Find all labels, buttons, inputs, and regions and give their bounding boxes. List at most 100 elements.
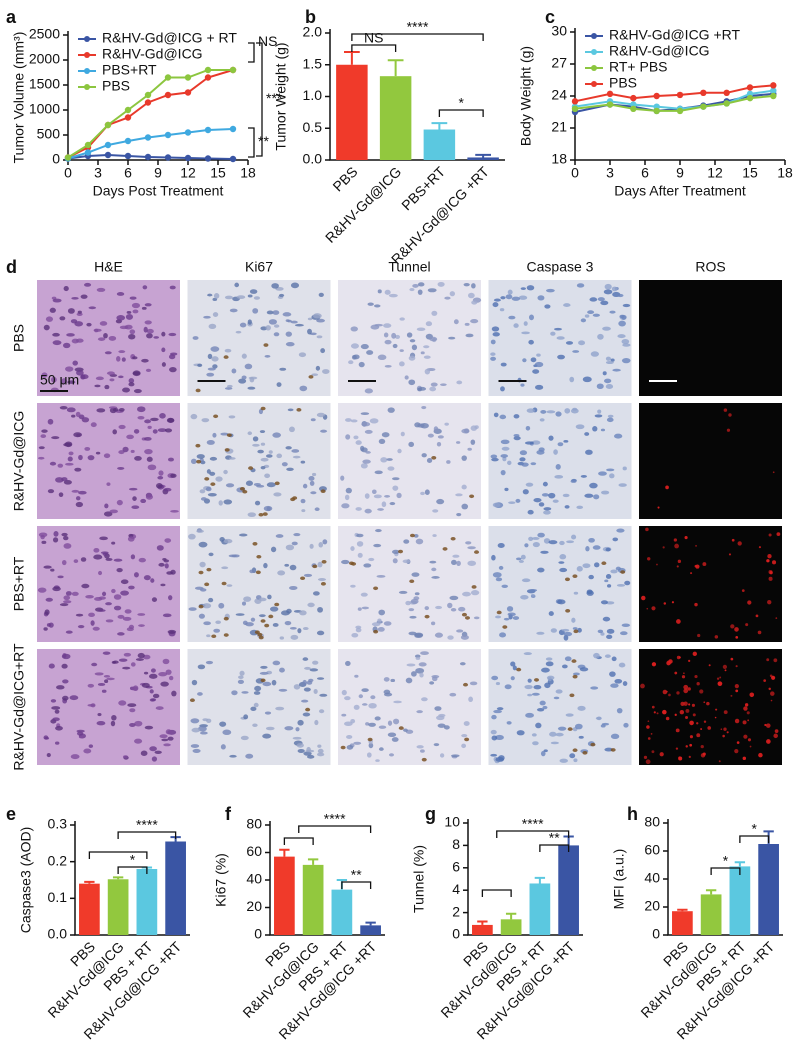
cell (63, 595, 71, 601)
stained-cell (195, 443, 201, 448)
cell (281, 610, 290, 616)
cell (395, 334, 401, 339)
cell (562, 493, 570, 498)
cell (490, 352, 496, 356)
point (164, 74, 172, 81)
x-tick-label: 6 (124, 165, 132, 181)
stained-cell (204, 477, 210, 481)
cell (252, 436, 259, 442)
cell (208, 323, 217, 329)
cell (250, 617, 256, 622)
cell (137, 613, 146, 616)
ros-signal (695, 545, 697, 547)
ros-signal (641, 595, 646, 601)
cell (533, 685, 542, 690)
cell (241, 353, 247, 359)
stained-cell (450, 536, 456, 541)
cell (572, 350, 580, 353)
cell (272, 310, 280, 315)
cell (604, 654, 611, 658)
cell (144, 448, 153, 455)
cell (201, 418, 210, 423)
cell (224, 295, 234, 300)
cell (88, 612, 95, 618)
cell (316, 412, 326, 418)
cell (345, 660, 351, 667)
cell (256, 484, 265, 488)
cell (118, 658, 128, 662)
cell (54, 709, 60, 714)
cell (411, 671, 417, 677)
ros-signal (700, 728, 703, 731)
ros-signal (674, 671, 678, 675)
stained-cell (221, 581, 227, 586)
cell (190, 458, 197, 465)
cell (105, 619, 114, 623)
stained-cell (268, 614, 274, 619)
cell (55, 741, 60, 745)
cell (272, 432, 281, 438)
cell (63, 285, 69, 292)
cell (525, 712, 534, 718)
cell (207, 493, 217, 497)
cell (245, 622, 254, 627)
cell (128, 382, 135, 387)
cell (610, 569, 618, 574)
point (204, 66, 212, 74)
cell (67, 380, 76, 384)
cell (610, 358, 615, 362)
ros-signal (651, 662, 657, 667)
ros-signal (651, 705, 655, 709)
cell (142, 285, 148, 290)
ros-signal (737, 541, 742, 546)
legend-label: R&HV-Gd@ICG + RT (102, 30, 237, 46)
cell (405, 677, 413, 684)
y-tick-label: 0.0 (48, 926, 68, 942)
stained-cell (572, 574, 578, 578)
cell (373, 543, 382, 548)
cell (119, 325, 129, 330)
cell (314, 507, 320, 511)
cell (65, 630, 73, 634)
cell (125, 314, 134, 320)
cell (534, 361, 544, 368)
sig-label: **** (522, 816, 544, 832)
cell (210, 346, 220, 352)
cell (357, 552, 363, 558)
cell (202, 603, 212, 609)
ros-signal (696, 722, 699, 725)
cell (47, 418, 54, 425)
cell (611, 656, 617, 662)
cell (101, 689, 107, 693)
cell (226, 384, 233, 388)
image-background (639, 403, 782, 519)
cell (163, 487, 172, 492)
cell (94, 384, 101, 388)
cell (87, 704, 95, 707)
cell (618, 320, 626, 327)
cell (578, 340, 586, 346)
stained-cell (206, 567, 212, 572)
point (229, 66, 237, 74)
cell (604, 579, 609, 583)
ros-signal (742, 720, 747, 725)
cell (228, 554, 237, 558)
cell (459, 662, 466, 666)
cell (605, 547, 611, 552)
cell (169, 366, 177, 373)
sig-bracket (256, 42, 263, 157)
cell (559, 540, 565, 546)
ros-signal (706, 701, 710, 706)
cell (384, 364, 392, 368)
cell (592, 313, 600, 317)
cell (290, 282, 300, 289)
stained-cell (471, 585, 477, 589)
cell (48, 622, 54, 628)
cell (415, 667, 425, 674)
micrograph (639, 280, 782, 396)
cell (510, 676, 515, 681)
cell (153, 336, 160, 339)
cell (247, 431, 253, 436)
cell (209, 471, 216, 476)
cell (524, 441, 534, 445)
